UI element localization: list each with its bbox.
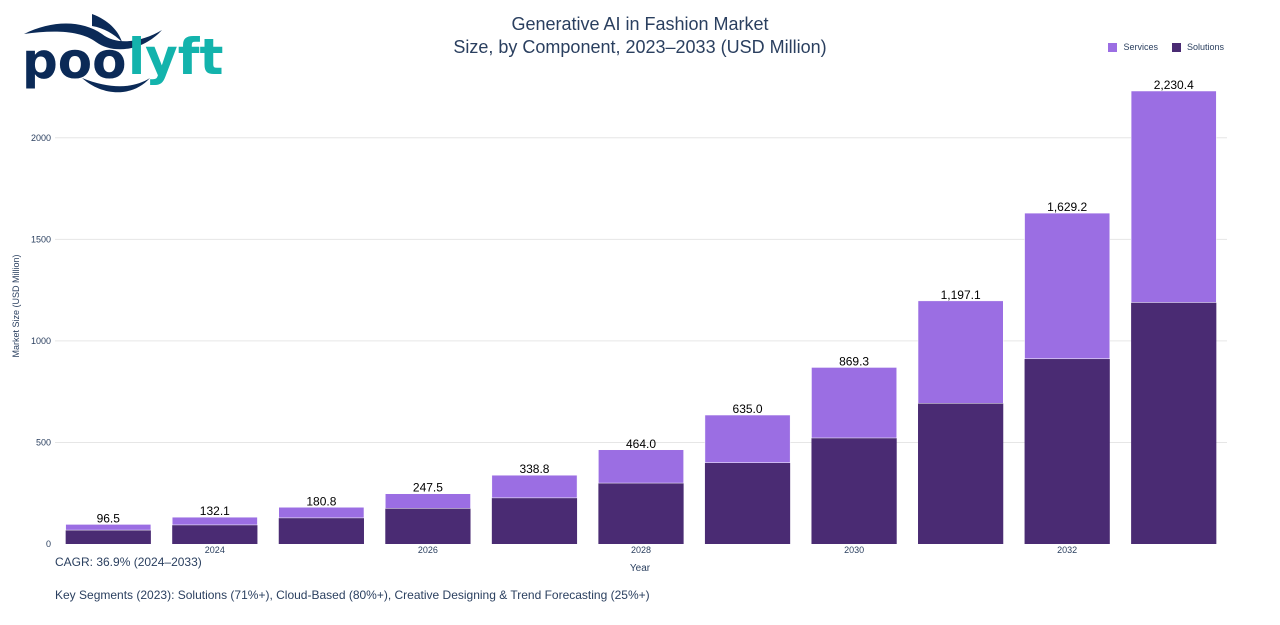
bar-services[interactable]	[1130, 90, 1217, 303]
logo-fin-icon	[82, 78, 150, 93]
y-tick-label: 1000	[31, 336, 51, 346]
bar-services[interactable]	[917, 300, 1004, 404]
logo-text-lyft: lyft	[128, 28, 223, 86]
legend-label-solutions: Solutions	[1186, 42, 1224, 52]
bar-total-label: 180.8	[306, 494, 336, 508]
bar-total-label: 96.5	[97, 511, 121, 525]
bar-total-label: 1,629.2	[1047, 200, 1087, 214]
x-tick-label: 2032	[1057, 545, 1077, 555]
bar-total-label: 247.5	[413, 481, 443, 495]
cagr-note: CAGR: 36.9% (2024–2033)	[55, 555, 202, 569]
logo-wave-icon	[24, 23, 162, 50]
x-axis-title: Year	[630, 563, 651, 574]
bar-services[interactable]	[171, 516, 258, 526]
key-segments-note: Key Segments (2023): Solutions (71%+), C…	[55, 588, 650, 602]
bar-services[interactable]	[811, 367, 897, 439]
legend-item-solutions[interactable]: Solutions	[1171, 42, 1224, 52]
bar-services[interactable]	[278, 507, 365, 519]
bar-total-label: 869.3	[839, 354, 869, 368]
legend-swatch-services	[1108, 42, 1118, 52]
bar-services[interactable]	[385, 493, 471, 509]
x-tick-label: 2030	[844, 545, 864, 555]
x-tick-label: 2026	[418, 545, 438, 555]
bar-services[interactable]	[704, 414, 791, 464]
bar-total-label: 635.0	[733, 402, 763, 416]
bar-solutions[interactable]	[1131, 302, 1217, 544]
poolyft-logo: poo lyft	[22, 14, 223, 93]
bar-solutions[interactable]	[704, 462, 791, 544]
bar-services[interactable]	[65, 524, 152, 531]
legend-swatch-solutions	[1171, 42, 1181, 52]
logo-swirl-icon	[92, 14, 122, 42]
bar-solutions[interactable]	[598, 483, 684, 544]
chart-title-line2: Size, by Component, 2023–2033 (USD Milli…	[453, 37, 827, 57]
bar-solutions[interactable]	[385, 508, 471, 544]
bar-services[interactable]	[491, 474, 578, 499]
bar-solutions[interactable]	[491, 497, 578, 544]
bar-solutions[interactable]	[811, 437, 897, 544]
legend-item-services[interactable]: Services	[1108, 42, 1158, 52]
bar-solutions[interactable]	[278, 517, 364, 544]
bar-solutions[interactable]	[918, 403, 1004, 544]
bar-services[interactable]	[1024, 212, 1111, 360]
bar-solutions[interactable]	[65, 530, 151, 544]
bar-services[interactable]	[598, 449, 684, 484]
y-axis-title: Market Size (USD Million)	[11, 254, 21, 357]
y-tick-label: 1500	[31, 234, 51, 244]
bar-total-label: 2,230.4	[1154, 78, 1194, 92]
y-tick-label: 2000	[31, 133, 51, 143]
bar-total-label: 1,197.1	[941, 288, 981, 302]
bar-solutions[interactable]	[172, 524, 258, 544]
legend-label-services: Services	[1123, 42, 1158, 52]
bar-total-label: 464.0	[626, 437, 656, 451]
y-tick-label: 0	[46, 539, 51, 549]
x-tick-label: 2024	[205, 545, 225, 555]
y-tick-label: 500	[36, 437, 51, 447]
x-tick-label: 2028	[631, 545, 651, 555]
bar-solutions[interactable]	[1024, 358, 1110, 544]
bar-total-label: 338.8	[519, 462, 549, 476]
legend: Services Solutions	[1108, 42, 1224, 52]
chart-title-line1: Generative AI in Fashion Market	[511, 14, 769, 34]
bar-total-label: 132.1	[200, 504, 230, 518]
logo-text-poo: poo	[22, 32, 127, 90]
